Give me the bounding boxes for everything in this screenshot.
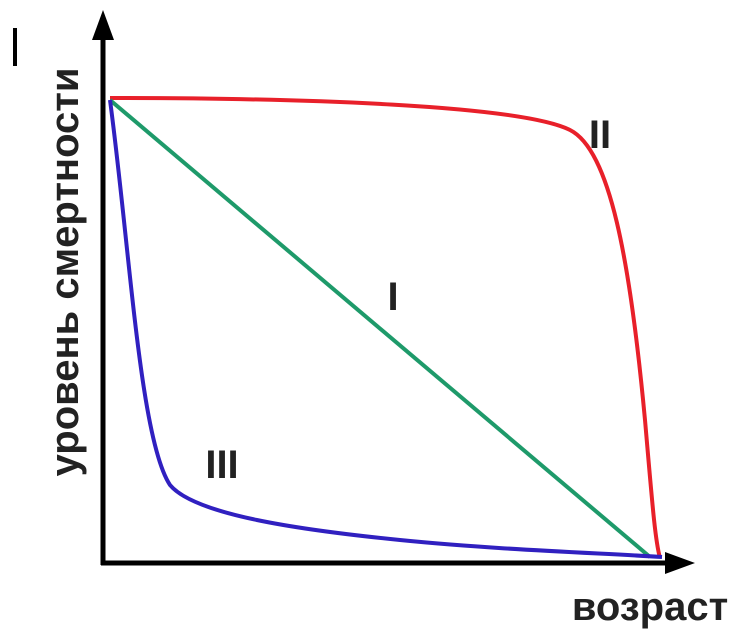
curve-i: [108, 98, 652, 559]
curve-iii: [108, 99, 663, 559]
x-axis-arrow: [665, 552, 695, 574]
y-axis-arrow: [92, 10, 114, 40]
curve-label: I: [387, 275, 398, 319]
curve-label: III: [205, 443, 238, 487]
curve-label: II: [589, 113, 611, 157]
curve-ii: [109, 96, 662, 559]
x-axis-label: возраст: [572, 585, 728, 629]
y-axis-label: уровень смертности: [43, 68, 87, 477]
